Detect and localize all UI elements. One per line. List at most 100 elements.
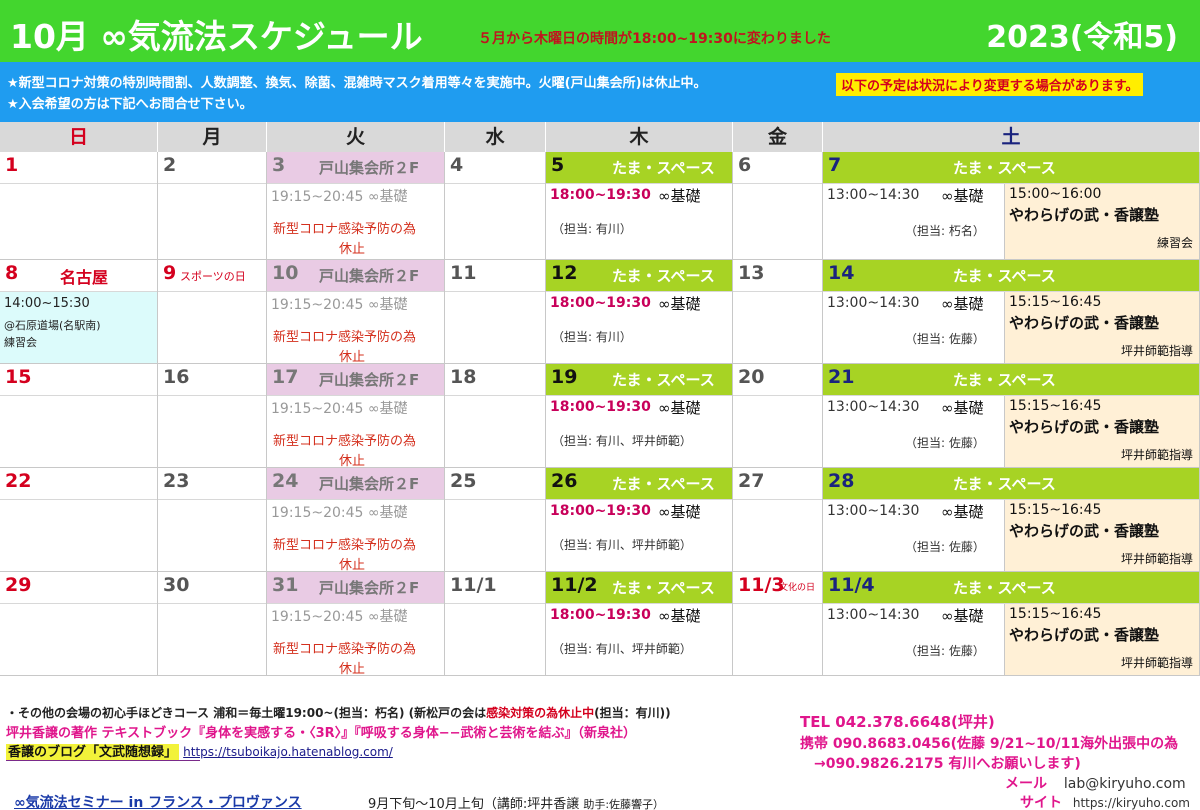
day-cell-sat[interactable]: 7 たま・スペース 13:00~14:30 ∞基礎 （担当: 朽名） 15:00~16:0… (823, 152, 1200, 260)
sat-divider (1004, 395, 1005, 467)
cell-separator (733, 603, 822, 604)
cell-separator (267, 183, 444, 184)
seminar-assistant: 助手:佐藤響子） (583, 798, 665, 810)
day-cell-mon[interactable]: 16 (158, 364, 267, 468)
page-title: 10月 ∞気流法スケジュール (10, 17, 423, 56)
cell-separator (733, 395, 822, 396)
sat-venue-bar (823, 468, 1199, 499)
day-cell-fri[interactable]: 13 (733, 260, 823, 364)
sat-time: 13:00~14:30 (827, 295, 920, 311)
header-bar: 10月 ∞気流法スケジュール ５月から木曜日の時間が18:00~19:30に変わ… (0, 0, 1200, 62)
sat-course: ∞基礎 (941, 503, 984, 521)
day-header-wed: 水 (445, 122, 546, 152)
footer-divider (6, 760, 200, 761)
sat-venue-bar (823, 260, 1199, 291)
day-cell-sun[interactable]: 22 (0, 468, 158, 572)
cell-separator (546, 395, 732, 396)
day-cell-fri[interactable]: 6 (733, 152, 823, 260)
thu-venue: たま・スペース (612, 267, 715, 285)
tue-venue: 戸山集会所２F (319, 475, 420, 493)
day-cell-tue[interactable]: 3 戸山集会所２F 19:15~20:45 ∞基礎 新型コロナ感染予防の為 休止 (267, 152, 445, 260)
sat-note: 練習会 (1156, 236, 1193, 250)
cell-separator (267, 499, 444, 500)
blog-link[interactable]: https://tsuboikajo.hatenablog.com/ (183, 745, 393, 759)
day-cell-sat[interactable]: 28 たま・スペース 13:00~14:30 ∞基礎 （担当: 佐藤） 15:15~16:… (823, 468, 1200, 572)
day-cell-sun[interactable]: 1 (0, 152, 158, 260)
site-link[interactable]: https://kiryuho.com (1072, 796, 1190, 810)
tue-venue: 戸山集会所２F (319, 267, 420, 285)
mail-link[interactable]: lab@kiryuho.com (1063, 776, 1186, 792)
cell-separator (823, 183, 1199, 184)
tue-venue-bar (267, 152, 444, 183)
day-cell-sat[interactable]: 21 たま・スペース 13:00~14:30 ∞基礎 （担当: 佐藤） 15:15~16:… (823, 364, 1200, 468)
day-number: 24 (272, 470, 299, 492)
cell-separator (445, 291, 545, 292)
day-number: 20 (738, 366, 765, 388)
cell-separator (0, 499, 157, 500)
day-cell-sat[interactable]: 14 たま・スペース 13:00~14:30 ∞基礎 （担当: 佐藤） 15:15~16:… (823, 260, 1200, 364)
day-number: 11/4 (828, 574, 875, 596)
day-cell-fri[interactable]: 27 (733, 468, 823, 572)
day-number: 26 (551, 470, 578, 492)
day-number: 29 (5, 574, 32, 596)
day-cell-mon[interactable]: 2 (158, 152, 267, 260)
seminar-dates: 9月下旬〜10月上旬（講師:坪井香譲 (368, 797, 580, 810)
day-number: 31 (272, 574, 299, 596)
day-cell-tue[interactable]: 10 戸山集会所２F 19:15~20:45 ∞基礎 新型コロナ感染予防の為 休止 (267, 260, 445, 364)
thu-venue-bar (546, 364, 732, 395)
day-cell-sun[interactable]: 15 (0, 364, 158, 468)
day-cell-tue[interactable]: 31 戸山集会所２F 19:15~20:45 ∞基礎 新型コロナ感染予防の為 休止 (267, 572, 445, 676)
day-cell-thu[interactable]: 5 たま・スペース 18:00~19:30 ∞基礎 （担当: 有川） (546, 152, 733, 260)
day-cell-thu[interactable]: 26 たま・スペース 18:00~19:30 ∞基礎 （担当: 有川、坪井師範） (546, 468, 733, 572)
thu-time: 18:00~19:30 (550, 295, 651, 311)
sat-venue-bar (823, 572, 1199, 603)
sat-staff: （担当: 佐藤） (905, 540, 985, 554)
day-number: 13 (738, 262, 765, 284)
day-cell-sat[interactable]: 11/4 たま・スペース 13:00~14:30 ∞基礎 （担当: 佐藤） 15:15~1… (823, 572, 1200, 676)
day-number: 18 (450, 366, 477, 388)
day-header-thu: 木 (546, 122, 733, 152)
cell-separator (546, 499, 732, 500)
tue-venue-bar (267, 572, 444, 603)
tue-cancel-line1: 新型コロナ感染予防の為 (273, 330, 417, 345)
day-cell-fri[interactable]: 20 (733, 364, 823, 468)
seminar-title[interactable]: ∞気流法セミナー in フランス・プロヴァンス (14, 795, 302, 810)
day-cell-wed[interactable]: 11 (445, 260, 546, 364)
day-cell-mon[interactable]: 23 (158, 468, 267, 572)
sat-course: ∞基礎 (941, 399, 984, 417)
thu-time: 18:00~19:30 (550, 399, 651, 415)
day-number: 10 (272, 262, 299, 284)
footer-suspended: 感染対策の為休止中 (486, 706, 595, 720)
day-cell-wed[interactable]: 25 (445, 468, 546, 572)
cell-separator (158, 603, 266, 604)
day-cell-tue[interactable]: 24 戸山集会所２F 19:15~20:45 ∞基礎 新型コロナ感染予防の為 休止 (267, 468, 445, 572)
day-cell-wed[interactable]: 11/1 (445, 572, 546, 676)
contact-mobile-alt: →090.9826.2175 有川へお願いします) (814, 756, 1081, 772)
day-cell-wed[interactable]: 4 (445, 152, 546, 260)
tue-cancel-line2: 休止 (339, 242, 366, 257)
sat-divider (1004, 603, 1005, 675)
cell-separator (823, 395, 1199, 396)
day-cell-fri[interactable]: 11/3 文化の日 (733, 572, 823, 676)
day-cell-thu[interactable]: 11/2 たま・スペース 18:00~19:30 ∞基礎 （担当: 有川、坪井師範） (546, 572, 733, 676)
sat-staff: （担当: 佐藤） (905, 644, 985, 658)
cell-separator (445, 603, 545, 604)
day-cell-thu[interactable]: 19 たま・スペース 18:00~19:30 ∞基礎 （担当: 有川、坪井師範） (546, 364, 733, 468)
day-cell-tue[interactable]: 17 戸山集会所２F 19:15~20:45 ∞基礎 新型コロナ感染予防の為 休止 (267, 364, 445, 468)
thu-staff: （担当: 有川） (552, 222, 632, 236)
day-cell-sun[interactable]: 29 (0, 572, 158, 676)
thu-venue: たま・スペース (612, 159, 715, 177)
sat-yawara-bg (1005, 183, 1199, 259)
thu-staff: （担当: 有川、坪井師範） (552, 434, 692, 448)
day-header-tue: 火 (267, 122, 445, 152)
day-cell-sun[interactable]: 8 名古屋 14:00~15:30 @石原道場(名駅南) 練習会 (0, 260, 158, 364)
day-cell-wed[interactable]: 18 (445, 364, 546, 468)
day-number: 22 (5, 470, 32, 492)
tue-venue-bar (267, 364, 444, 395)
tue-time: 19:15~20:45 ∞基礎 (271, 297, 408, 313)
sat-venue-bar (823, 152, 1199, 183)
day-cell-mon[interactable]: 30 (158, 572, 267, 676)
sat-note: 坪井師範指導 (1120, 656, 1193, 670)
day-cell-thu[interactable]: 12 たま・スペース 18:00~19:30 ∞基礎 （担当: 有川） (546, 260, 733, 364)
day-cell-mon[interactable]: 9 スポーツの日 (158, 260, 267, 364)
